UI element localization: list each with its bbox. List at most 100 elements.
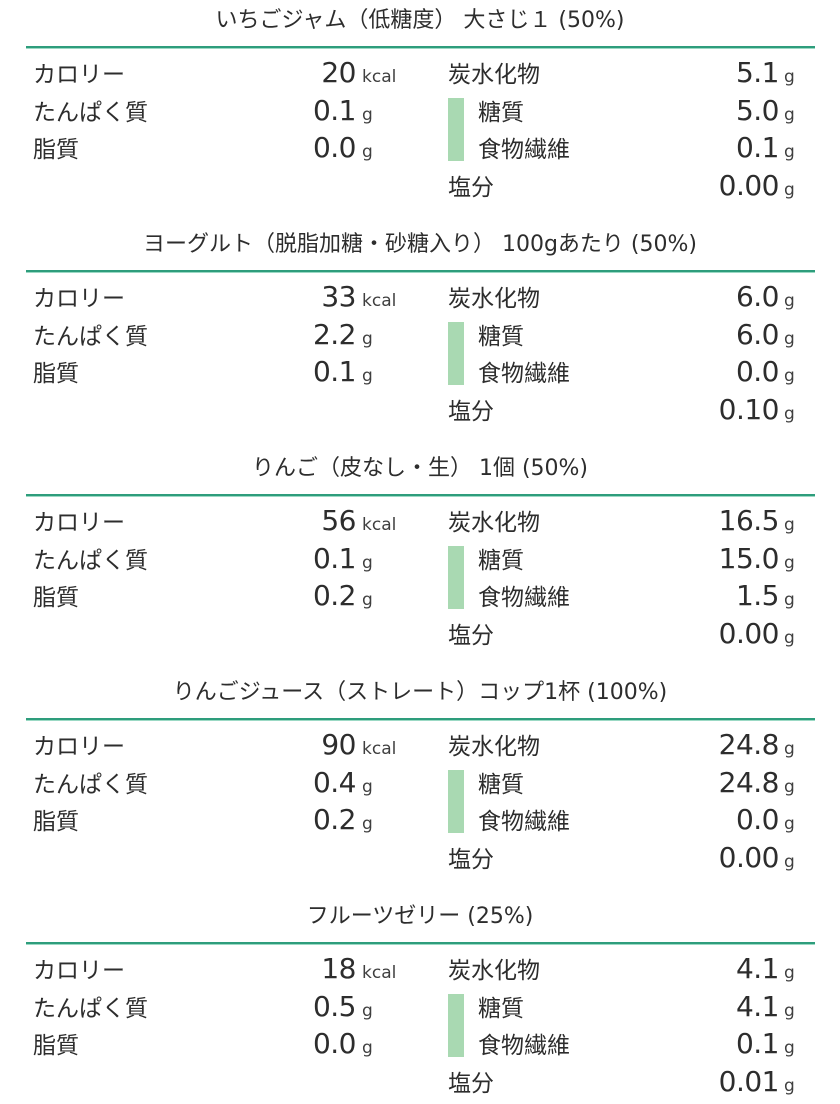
card-title: りんごジュース（ストレート）コップ1杯 (100%) — [172, 680, 668, 705]
nutrient-label: 食物繊維 — [478, 361, 570, 387]
nutrient-unit: g — [784, 776, 795, 797]
carb-column: 炭水化物 5.1 g 糖質 5.0 g 食物繊維 0.1 g — [448, 54, 797, 204]
nutrient-label: 糖質 — [478, 99, 524, 126]
nutrient-label: 塩分 — [448, 846, 494, 873]
nutrient-value: 0.0 — [312, 1027, 357, 1060]
card-divider — [26, 942, 815, 945]
nutrient-label: たんぱく質 — [33, 995, 148, 1022]
nutrient-unit: kcal — [362, 739, 397, 759]
card-divider — [26, 494, 815, 497]
card-title: いちごジャム（低糖度） 大さじ１ (50%) — [215, 8, 625, 33]
nutrient-label: たんぱく質 — [33, 547, 148, 574]
nutrient-value: 16.5 — [718, 504, 780, 537]
nutrient-label: 脂質 — [33, 1033, 79, 1059]
nutrient-label: たんぱく質 — [33, 771, 148, 798]
nutrient-label: たんぱく質 — [33, 323, 148, 350]
nutrition-card: フルーツゼリー (25%) カロリー 18 kcal たんぱく質 0.5 g 脂… — [0, 896, 840, 1100]
card-title: ヨーグルト（脱脂加糖・砂糖入り） 100gあたり (50%) — [142, 232, 697, 257]
nutrient-row-fat: 脂質 0.0 g — [33, 1025, 408, 1063]
nutrient-unit: g — [784, 366, 795, 386]
nutrient-unit: g — [362, 552, 373, 573]
card-divider — [26, 270, 815, 273]
nutrient-row-sugar: 糖質 15.0 g — [448, 540, 797, 578]
nutrient-unit: g — [784, 552, 795, 573]
nutrient-value: 24.8 — [718, 728, 780, 761]
nutrition-card: ヨーグルト（脱脂加糖・砂糖入り） 100gあたり (50%) カロリー 33 k… — [0, 224, 840, 428]
nutrient-row-fat: 脂質 0.1 g — [33, 353, 408, 391]
card-body: カロリー 20 kcal たんぱく質 0.1 g 脂質 0.0 g 炭水化物 — [0, 49, 840, 204]
macro-column: カロリー 90 kcal たんぱく質 0.4 g 脂質 0.2 g — [0, 726, 408, 876]
nutrient-label: 糖質 — [478, 771, 524, 798]
nutrient-value: 6.0 — [735, 280, 780, 313]
nutrient-unit: g — [784, 179, 795, 200]
nutrient-row-calories: カロリー 56 kcal — [33, 502, 408, 540]
nutrient-unit: g — [784, 1075, 795, 1096]
nutrient-label: 塩分 — [448, 1070, 494, 1097]
nutrient-label: 脂質 — [33, 137, 79, 163]
nutrient-value: 20 — [321, 56, 356, 89]
nutrient-label: 塩分 — [448, 174, 494, 201]
macro-column: カロリー 56 kcal たんぱく質 0.1 g 脂質 0.2 g — [0, 502, 408, 652]
nutrient-unit: g — [362, 142, 373, 162]
nutrient-value: 0.0 — [735, 355, 780, 388]
nutrient-unit: g — [362, 366, 373, 386]
nutrition-card: いちごジャム（低糖度） 大さじ１ (50%) カロリー 20 kcal たんぱく… — [0, 0, 840, 204]
nutrient-value: 24.8 — [718, 765, 780, 799]
nutrient-label: 脂質 — [33, 585, 79, 611]
nutrient-row-calories: カロリー 90 kcal — [33, 726, 408, 764]
nutrient-row-carbohydrate: 炭水化物 6.0 g — [448, 278, 797, 316]
nutrient-value: 0.1 — [312, 93, 357, 127]
nutrient-row-sugar: 糖質 24.8 g — [448, 764, 797, 802]
nutrient-row-salt: 塩分 0.10 g — [448, 391, 797, 429]
nutrient-row-sugar: 糖質 6.0 g — [448, 316, 797, 354]
nutrient-row-protein: たんぱく質 2.2 g — [33, 316, 408, 354]
nutrition-card: りんごジュース（ストレート）コップ1杯 (100%) カロリー 90 kcal … — [0, 672, 840, 876]
nutrition-card: りんご（皮なし・生） 1個 (50%) カロリー 56 kcal たんぱく質 0… — [0, 448, 840, 652]
nutrient-label: 炭水化物 — [448, 286, 540, 312]
nutrient-row-calories: カロリー 18 kcal — [33, 950, 408, 988]
nutrient-value: 0.10 — [718, 392, 780, 426]
nutrient-value: 0.1 — [312, 541, 357, 575]
nutrient-unit: kcal — [362, 291, 397, 311]
nutrient-unit: g — [784, 403, 795, 424]
nutrient-label: 食物繊維 — [478, 1033, 570, 1059]
nutrient-label: 炭水化物 — [448, 958, 540, 984]
nutrient-row-fat: 脂質 0.0 g — [33, 129, 408, 167]
nutrient-value: 0.01 — [718, 1064, 780, 1098]
card-body: カロリー 18 kcal たんぱく質 0.5 g 脂質 0.0 g 炭水化物 — [0, 945, 840, 1100]
sugar-fiber-group: 糖質 15.0 g 食物繊維 1.5 g — [448, 540, 797, 615]
nutrient-label: 塩分 — [448, 622, 494, 649]
nutrient-value: 5.1 — [735, 56, 780, 89]
nutrient-label: 炭水化物 — [448, 734, 540, 760]
nutrient-value: 0.0 — [312, 131, 357, 164]
nutrient-label: 食物繊維 — [478, 585, 570, 611]
sugar-fiber-bar — [448, 993, 464, 1057]
macro-column: カロリー 20 kcal たんぱく質 0.1 g 脂質 0.0 g — [0, 54, 408, 204]
nutrient-row-protein: たんぱく質 0.1 g — [33, 92, 408, 130]
nutrient-unit: kcal — [362, 515, 397, 535]
nutrient-row-protein: たんぱく質 0.5 g — [33, 988, 408, 1026]
nutrient-value: 90 — [321, 728, 356, 761]
nutrient-label: カロリー — [33, 958, 125, 984]
nutrient-value: 0.1 — [735, 1027, 780, 1060]
nutrient-value: 1.5 — [735, 579, 780, 612]
nutrient-value: 5.0 — [735, 93, 780, 127]
nutrient-label: カロリー — [33, 510, 125, 536]
nutrient-unit: g — [784, 851, 795, 872]
sugar-fiber-group: 糖質 24.8 g 食物繊維 0.0 g — [448, 764, 797, 839]
nutrient-unit: g — [362, 328, 373, 349]
nutrient-value: 33 — [321, 280, 356, 313]
nutrient-row-fiber: 食物繊維 1.5 g — [448, 577, 797, 615]
nutrient-label: カロリー — [33, 286, 125, 312]
nutrient-unit: g — [362, 1000, 373, 1021]
nutrient-value: 0.4 — [312, 765, 357, 799]
card-body: カロリー 33 kcal たんぱく質 2.2 g 脂質 0.1 g 炭水化物 — [0, 273, 840, 428]
card-title: フルーツゼリー (25%) — [306, 904, 534, 929]
nutrient-label: カロリー — [33, 734, 125, 760]
sugar-fiber-bar — [448, 97, 464, 161]
nutrient-value: 0.1 — [312, 355, 357, 388]
nutrient-row-carbohydrate: 炭水化物 24.8 g — [448, 726, 797, 764]
nutrient-value: 6.0 — [735, 317, 780, 351]
nutrient-row-carbohydrate: 炭水化物 5.1 g — [448, 54, 797, 92]
sugar-fiber-bar — [448, 769, 464, 833]
